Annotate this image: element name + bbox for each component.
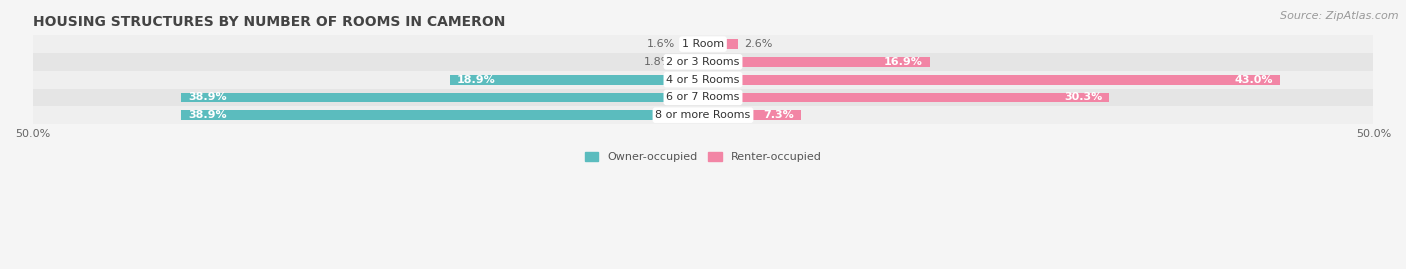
Text: 38.9%: 38.9% xyxy=(188,93,226,102)
Bar xyxy=(703,57,929,67)
Bar xyxy=(32,53,1374,71)
Bar xyxy=(703,110,801,120)
Bar xyxy=(181,93,703,102)
Bar xyxy=(32,106,1374,124)
Bar xyxy=(32,89,1374,106)
Bar xyxy=(703,75,1279,84)
Text: 7.3%: 7.3% xyxy=(763,110,794,120)
Text: HOUSING STRUCTURES BY NUMBER OF ROOMS IN CAMERON: HOUSING STRUCTURES BY NUMBER OF ROOMS IN… xyxy=(32,15,505,29)
Text: 1.6%: 1.6% xyxy=(647,39,675,49)
Text: 6 or 7 Rooms: 6 or 7 Rooms xyxy=(666,93,740,102)
Bar xyxy=(703,93,1109,102)
Text: 16.9%: 16.9% xyxy=(884,57,922,67)
Legend: Owner-occupied, Renter-occupied: Owner-occupied, Renter-occupied xyxy=(581,147,825,167)
Text: 4 or 5 Rooms: 4 or 5 Rooms xyxy=(666,75,740,85)
Bar xyxy=(32,71,1374,89)
Bar xyxy=(181,110,703,120)
Text: 1 Room: 1 Room xyxy=(682,39,724,49)
Bar xyxy=(679,57,703,67)
Text: 43.0%: 43.0% xyxy=(1234,75,1272,85)
Text: 38.9%: 38.9% xyxy=(188,110,226,120)
Text: 18.9%: 18.9% xyxy=(457,75,495,85)
Bar xyxy=(450,75,703,84)
Text: 8 or more Rooms: 8 or more Rooms xyxy=(655,110,751,120)
Bar xyxy=(32,35,1374,53)
Bar xyxy=(682,39,703,49)
Text: 1.8%: 1.8% xyxy=(644,57,672,67)
Text: Source: ZipAtlas.com: Source: ZipAtlas.com xyxy=(1281,11,1399,21)
Bar xyxy=(703,39,738,49)
Text: 2.6%: 2.6% xyxy=(745,39,773,49)
Text: 2 or 3 Rooms: 2 or 3 Rooms xyxy=(666,57,740,67)
Text: 30.3%: 30.3% xyxy=(1064,93,1102,102)
